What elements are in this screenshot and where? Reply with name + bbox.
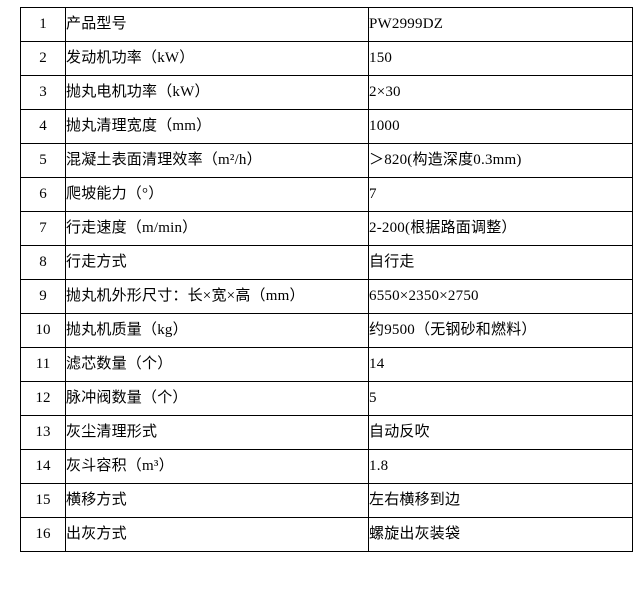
table-row: 10 抛丸机质量（kg） 约9500（无钢砂和燃料） (20, 313, 633, 348)
row-value: 约9500（无钢砂和燃料） (368, 313, 633, 348)
row-value: 150 (368, 41, 633, 76)
row-value: 7 (368, 177, 633, 212)
row-label: 脉冲阀数量（个） (65, 381, 369, 416)
row-value: 左右横移到边 (368, 483, 633, 518)
table-row: 9 抛丸机外形尺寸：长×宽×高（mm） 6550×2350×2750 (20, 279, 633, 314)
row-value: PW2999DZ (368, 7, 633, 42)
table-row: 1 产品型号 PW2999DZ (20, 7, 633, 42)
row-value: 1000 (368, 109, 633, 144)
table-row: 15 横移方式 左右横移到边 (20, 483, 633, 518)
row-index: 7 (20, 211, 66, 246)
specification-table-container: 1 产品型号 PW2999DZ 2 发动机功率（kW） 150 3 抛丸电机功率… (20, 7, 633, 552)
row-value: ＞820(构造深度0.3mm) (368, 143, 633, 178)
row-index: 15 (20, 483, 66, 518)
row-label: 抛丸机质量（kg） (65, 313, 369, 348)
row-value: 自行走 (368, 245, 633, 280)
row-index: 11 (20, 347, 66, 382)
table-row: 16 出灰方式 螺旋出灰装袋 (20, 517, 633, 552)
row-index: 8 (20, 245, 66, 280)
table-row: 12 脉冲阀数量（个） 5 (20, 381, 633, 416)
row-value: 2×30 (368, 75, 633, 110)
row-label: 灰斗容积（m³） (65, 449, 369, 484)
row-label: 产品型号 (65, 7, 369, 42)
row-index: 5 (20, 143, 66, 178)
row-label: 爬坡能力（°） (65, 177, 369, 212)
row-index: 14 (20, 449, 66, 484)
row-value: 1.8 (368, 449, 633, 484)
row-label: 发动机功率（kW） (65, 41, 369, 76)
table-row: 11 滤芯数量（个） 14 (20, 347, 633, 382)
specification-table: 1 产品型号 PW2999DZ 2 发动机功率（kW） 150 3 抛丸电机功率… (20, 7, 633, 552)
row-label: 灰尘清理形式 (65, 415, 369, 450)
row-label: 横移方式 (65, 483, 369, 518)
table-row: 3 抛丸电机功率（kW） 2×30 (20, 75, 633, 110)
table-row: 4 抛丸清理宽度（mm） 1000 (20, 109, 633, 144)
row-value: 5 (368, 381, 633, 416)
row-index: 6 (20, 177, 66, 212)
row-index: 4 (20, 109, 66, 144)
row-label: 行走方式 (65, 245, 369, 280)
row-label: 抛丸清理宽度（mm） (65, 109, 369, 144)
specification-table-body: 1 产品型号 PW2999DZ 2 发动机功率（kW） 150 3 抛丸电机功率… (20, 7, 633, 552)
row-index: 13 (20, 415, 66, 450)
row-index: 9 (20, 279, 66, 314)
table-row: 5 混凝土表面清理效率（m²/h） ＞820(构造深度0.3mm) (20, 143, 633, 178)
row-value: 自动反吹 (368, 415, 633, 450)
row-value: 2-200(根据路面调整） (368, 211, 633, 246)
table-row: 6 爬坡能力（°） 7 (20, 177, 633, 212)
row-value: 6550×2350×2750 (368, 279, 633, 314)
row-index: 3 (20, 75, 66, 110)
row-index: 12 (20, 381, 66, 416)
row-index: 1 (20, 7, 66, 42)
row-index: 16 (20, 517, 66, 552)
row-label: 滤芯数量（个） (65, 347, 369, 382)
table-row: 13 灰尘清理形式 自动反吹 (20, 415, 633, 450)
table-row: 2 发动机功率（kW） 150 (20, 41, 633, 76)
row-index: 2 (20, 41, 66, 76)
row-label: 抛丸机外形尺寸：长×宽×高（mm） (65, 279, 369, 314)
row-label: 混凝土表面清理效率（m²/h） (65, 143, 369, 178)
row-label: 出灰方式 (65, 517, 369, 552)
table-row: 14 灰斗容积（m³） 1.8 (20, 449, 633, 484)
table-row: 7 行走速度（m/min） 2-200(根据路面调整） (20, 211, 633, 246)
row-label: 抛丸电机功率（kW） (65, 75, 369, 110)
table-row: 8 行走方式 自行走 (20, 245, 633, 280)
row-label: 行走速度（m/min） (65, 211, 369, 246)
row-value: 14 (368, 347, 633, 382)
row-value: 螺旋出灰装袋 (368, 517, 633, 552)
row-index: 10 (20, 313, 66, 348)
